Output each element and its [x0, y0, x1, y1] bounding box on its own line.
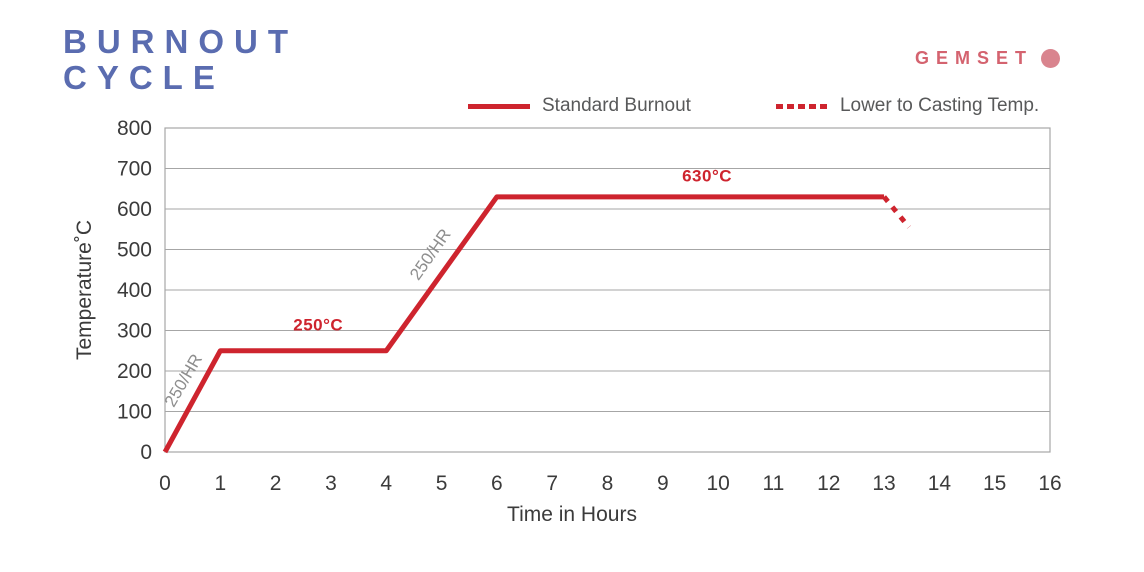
annotation-label: 250/HR: [406, 225, 455, 283]
y-tick-label: 300: [117, 320, 152, 343]
brand-dot-icon: [1041, 49, 1060, 68]
x-tick-label: 12: [817, 472, 840, 495]
legend-label-lower-to-casting: Lower to Casting Temp.: [839, 95, 1040, 116]
x-tick-label: 16: [1038, 472, 1061, 495]
legend-solid-line-icon: [468, 103, 530, 109]
y-tick-label: 500: [117, 239, 152, 262]
x-tick-label: 4: [380, 472, 392, 495]
x-tick-label: 0: [159, 472, 171, 495]
x-tick-label: 8: [602, 472, 614, 495]
x-tick-label: 1: [214, 472, 226, 495]
x-tick-label: 11: [763, 472, 785, 495]
y-tick-label: 800: [117, 117, 152, 140]
chart-legend: Standard Burnout Lower to Casting Temp.: [468, 95, 1039, 117]
brand-name: GEMSET: [914, 48, 1033, 68]
annotation-label: 250°C: [293, 316, 343, 335]
x-axis-title: Time in Hours: [507, 503, 637, 526]
plot-frame: [164, 127, 1051, 453]
legend-label-standard-burnout: Standard Burnout: [542, 95, 691, 116]
y-tick-label: 200: [117, 360, 152, 383]
x-tick-label: 3: [325, 472, 337, 495]
legend-dashed-line-icon: [775, 103, 828, 109]
x-tick-label: 6: [491, 472, 503, 495]
x-tick-label: 9: [657, 472, 669, 495]
page-title-line-1: BURNOUT: [63, 23, 298, 60]
legend-item-standard-burnout: Standard Burnout: [468, 95, 691, 117]
brand-logo: GEMSET: [915, 48, 1060, 69]
x-tick-label: 14: [928, 472, 952, 495]
series-line-dashed: [882, 195, 911, 229]
y-tick-label: 400: [117, 279, 152, 302]
y-tick-label: 600: [117, 198, 152, 221]
page-title: BURNOUT CYCLE: [63, 24, 298, 96]
legend-item-lower-to-casting: Lower to Casting Temp.: [775, 95, 1040, 117]
x-tick-label: 7: [546, 472, 558, 495]
page-title-line-2: CYCLE: [63, 59, 225, 96]
y-tick-label: 100: [117, 401, 152, 424]
x-tick-label: 10: [706, 472, 729, 495]
annotation-label: 250/HR: [161, 351, 206, 410]
y-tick-label: 700: [117, 158, 152, 181]
series-line-solid: [162, 194, 885, 454]
y-tick-label: 0: [140, 441, 152, 464]
x-tick-label: 15: [983, 472, 1006, 495]
x-tick-label: 5: [436, 472, 448, 495]
x-tick-label: 2: [270, 472, 282, 495]
annotation-label: 630°C: [682, 166, 732, 185]
x-tick-label: 13: [872, 472, 895, 495]
